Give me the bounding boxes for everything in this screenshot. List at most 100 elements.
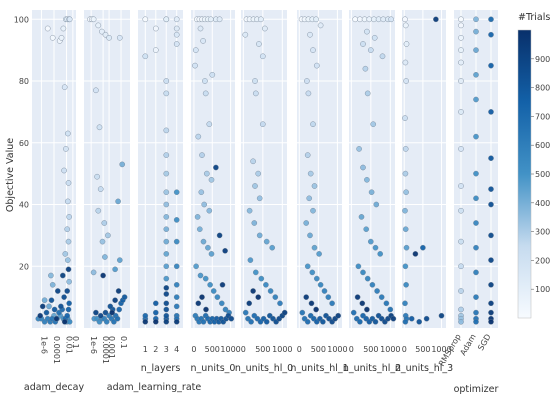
data-point [473,72,479,78]
data-point [192,62,198,69]
data-point [379,53,386,60]
data-point [458,47,464,53]
data-point [402,59,409,66]
data-point [364,28,370,35]
data-point [193,263,199,270]
data-point [433,16,439,23]
data-point [142,53,149,60]
data-point [360,269,366,276]
data-point [367,238,374,245]
data-point [250,158,256,165]
data-point [163,170,170,177]
data-point [46,303,52,310]
data-point [195,300,202,307]
data-point [65,306,72,313]
panel-background [191,10,235,328]
data-point [63,146,69,152]
data-point [173,189,180,195]
data-point [335,312,342,319]
data-point [163,90,170,97]
data-point [458,146,464,152]
data-point [473,318,479,325]
data-point [93,87,99,94]
data-point [102,254,108,260]
x-tick-label: 500 [363,345,378,354]
x-tick-label: 0 [191,345,196,354]
data-point [357,16,363,23]
data-point [115,288,122,294]
data-point [208,176,215,183]
x-tick-label: 1 [143,345,148,354]
data-point [242,309,249,316]
data-point [403,41,410,47]
data-point [196,226,203,232]
data-point [203,306,209,313]
panel-n-units-hl-3: 0 500 1000 n_units_hl_3 [395,10,453,374]
data-point [197,272,204,279]
data-point [199,152,205,158]
data-point [216,16,223,23]
data-point [256,41,262,47]
panel-title: n_units_hl_0 [235,363,293,374]
data-point [222,306,229,313]
data-point [309,269,316,276]
y-tick-label: 60 [19,139,29,148]
panel-title: n_units_hl_1 [290,363,348,374]
data-point [258,16,264,23]
data-point [163,275,170,282]
data-point [163,238,170,245]
data-point [488,300,494,307]
x-tick-label: Adam [458,332,477,357]
data-point [402,115,408,121]
data-point [473,220,479,226]
data-point [66,300,72,307]
data-point [402,170,409,177]
panel-background [297,10,342,328]
data-point [252,90,259,97]
data-point [473,170,479,177]
data-point [173,303,180,310]
colorbar-tick-label: 900 [535,55,550,64]
data-point [304,152,311,158]
data-point [94,173,100,180]
x-tick-label: 0.0001 [52,336,61,364]
data-point [473,28,479,35]
data-point [403,189,409,195]
data-point [208,251,215,257]
data-point [458,22,464,29]
colorbar-gradient [517,29,532,319]
data-point [256,232,263,239]
data-point [354,294,361,300]
data-point [60,272,66,279]
data-point [228,315,235,322]
data-point [206,207,213,214]
data-point [200,38,206,44]
data-point [61,318,68,325]
data-point [308,300,315,307]
data-point [277,300,283,307]
data-point [203,170,210,177]
x-tick-label: 0 [349,345,354,354]
panel-title: optimizer [454,384,499,395]
data-point [152,300,159,307]
data-point [255,170,262,177]
data-point [269,244,276,251]
x-tick-label: SGD [476,333,493,353]
data-point [371,35,378,41]
data-point [329,300,335,307]
data-point [65,266,72,273]
data-point [142,16,149,23]
data-point [206,121,213,127]
data-point [458,16,464,23]
data-point [251,220,258,226]
data-point [307,170,314,177]
panel-title: adam_learning_rate [107,382,202,393]
colorbar-tick-label: 800 [535,84,550,93]
data-point [488,318,494,325]
data-point [207,281,213,288]
data-point [173,294,180,300]
data-point [65,238,72,245]
data-point [369,281,376,288]
data-point [364,306,370,313]
